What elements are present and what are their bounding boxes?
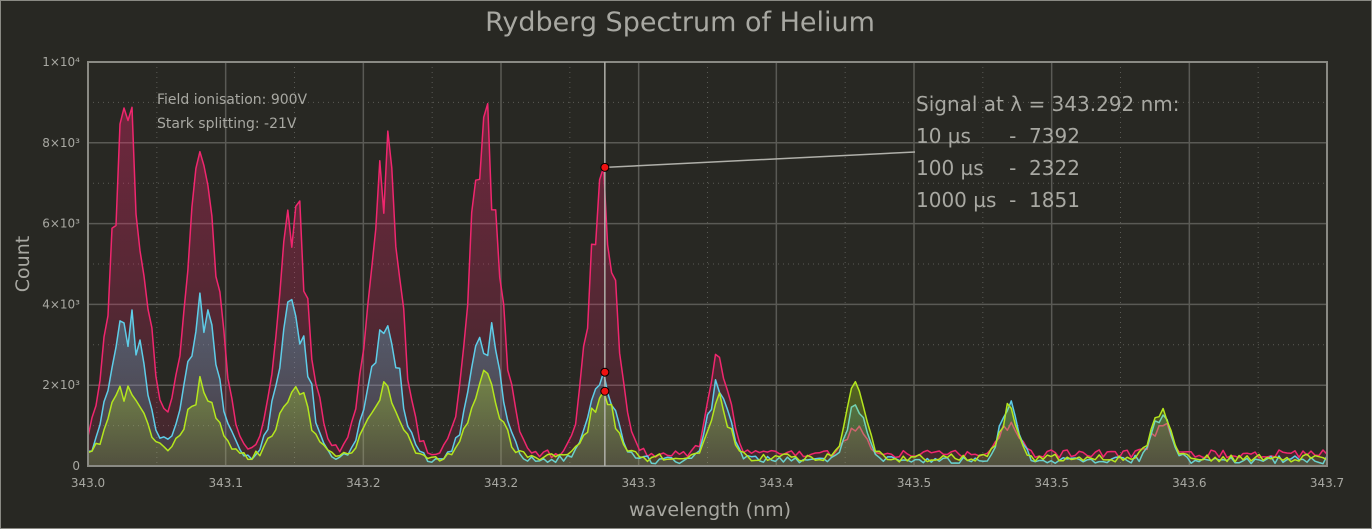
x-tick-label: 343.1: [208, 476, 242, 490]
y-tick-label: 8×10³: [42, 136, 80, 150]
x-tick-label: 343.5: [1034, 476, 1068, 490]
data-series: [87, 102, 1328, 466]
cursor-marker: [600, 162, 610, 172]
cursor-marker: [600, 367, 610, 377]
y-tick-label: 0: [72, 459, 80, 473]
stark-splitting-label: Stark splitting: -21V: [157, 116, 297, 132]
series-line-2: [87, 369, 1328, 463]
y-tick-label: 6×10³: [42, 217, 80, 231]
series-line-0: [87, 102, 1328, 459]
x-tick-label: 343.2: [484, 476, 518, 490]
cursor-header: Signal at λ = 343.292 nm:: [916, 92, 1180, 116]
y-axis-label: Count: [12, 236, 34, 292]
cursor-row: 100 µs - 2322: [916, 156, 1080, 180]
x-tick-label: 343.2: [346, 476, 380, 490]
x-tick-label: 343.5: [897, 476, 931, 490]
cursor-readout[interactable]: Signal at λ = 343.292 nm: 10 µs - 7392 100…: [600, 62, 1180, 466]
y-tick-label: 4×10³: [42, 297, 80, 311]
x-tick-label: 343.4: [759, 476, 793, 490]
field-ionisation-label: Field ionisation: 900V: [157, 92, 308, 108]
callout-leader: [604, 151, 916, 169]
y-tick-label: 1×10⁴: [42, 55, 80, 69]
cursor-row: 10 µs - 7392: [916, 124, 1080, 148]
x-tick-label: 343.0: [71, 476, 105, 490]
x-tick-label: 343.6: [1172, 476, 1206, 490]
y-tick-label: 2×10³: [42, 378, 80, 392]
cursor-marker: [600, 386, 610, 396]
x-tick-label: 343.7: [1310, 476, 1344, 490]
axes: 0 2×10³ 4×10³ 6×10³ 8×10³ 1×10⁴ 343.0 343.1 343.…: [42, 55, 1344, 490]
x-axis-label: wavelength (nm): [629, 499, 791, 521]
x-tick-label: 343.3: [621, 476, 655, 490]
chart-title: Rydberg Spectrum of Helium: [485, 7, 875, 38]
cursor-row: 1000 µs - 1851: [916, 188, 1080, 212]
